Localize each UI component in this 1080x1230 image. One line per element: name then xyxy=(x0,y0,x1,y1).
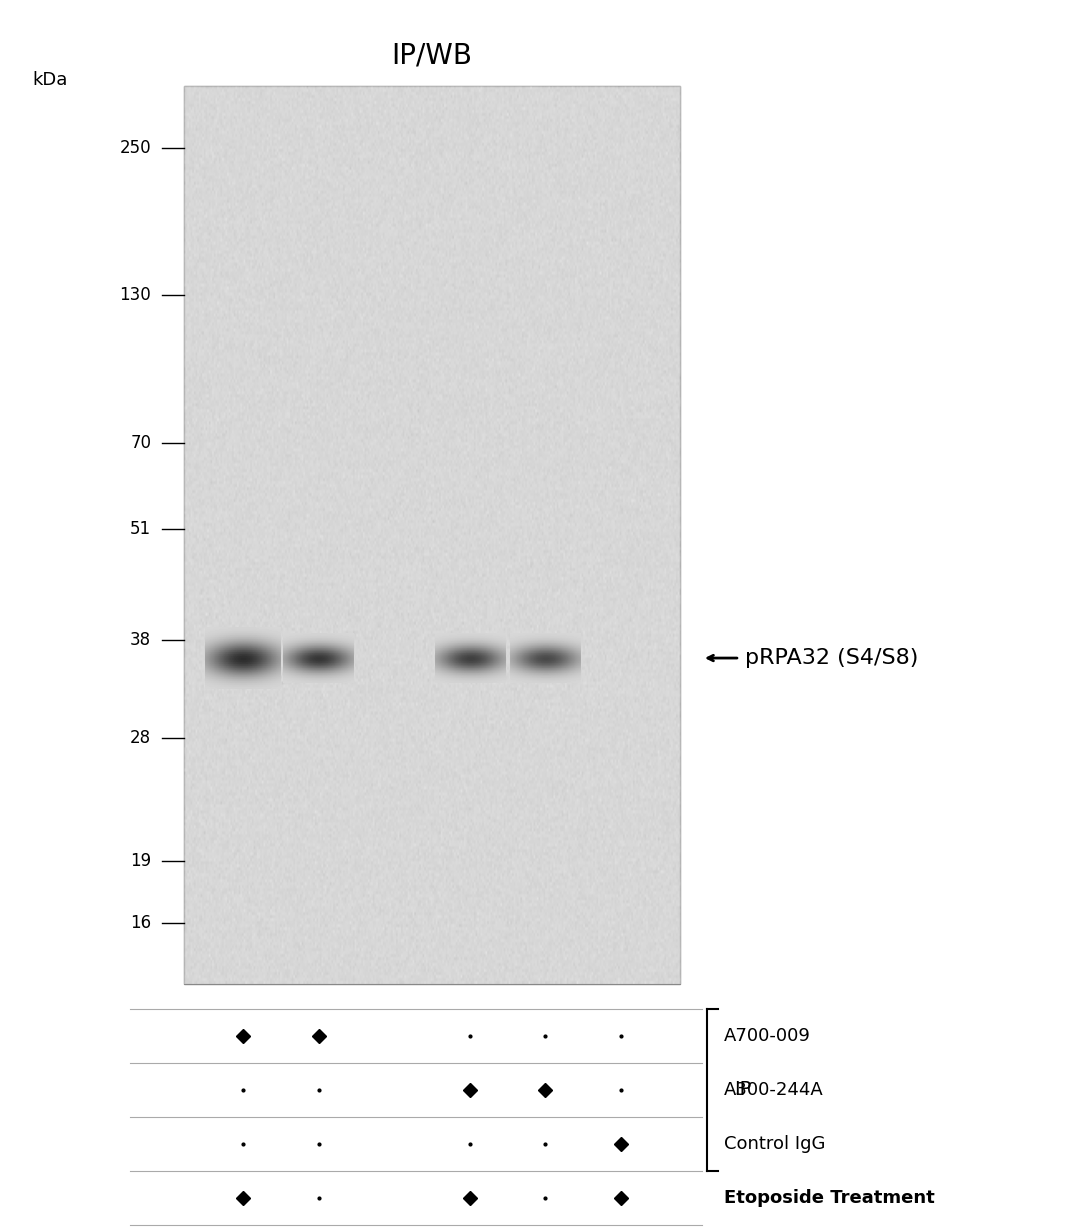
Text: IP: IP xyxy=(734,1080,752,1100)
Bar xyxy=(184,86,680,984)
Text: 19: 19 xyxy=(130,852,151,870)
Text: 250: 250 xyxy=(120,139,151,156)
Text: A300-244A: A300-244A xyxy=(724,1081,823,1098)
Text: 16: 16 xyxy=(130,914,151,931)
Text: Etoposide Treatment: Etoposide Treatment xyxy=(724,1189,934,1207)
Text: 38: 38 xyxy=(130,631,151,648)
Text: 28: 28 xyxy=(130,729,151,747)
Text: 51: 51 xyxy=(130,520,151,538)
Text: A700-009: A700-009 xyxy=(724,1027,810,1044)
Text: IP/WB: IP/WB xyxy=(391,42,473,69)
Text: 70: 70 xyxy=(131,434,151,451)
Text: pRPA32 (S4/S8): pRPA32 (S4/S8) xyxy=(745,648,919,668)
Text: 130: 130 xyxy=(120,287,151,304)
Text: kDa: kDa xyxy=(32,71,68,89)
Text: Control IgG: Control IgG xyxy=(724,1135,825,1153)
